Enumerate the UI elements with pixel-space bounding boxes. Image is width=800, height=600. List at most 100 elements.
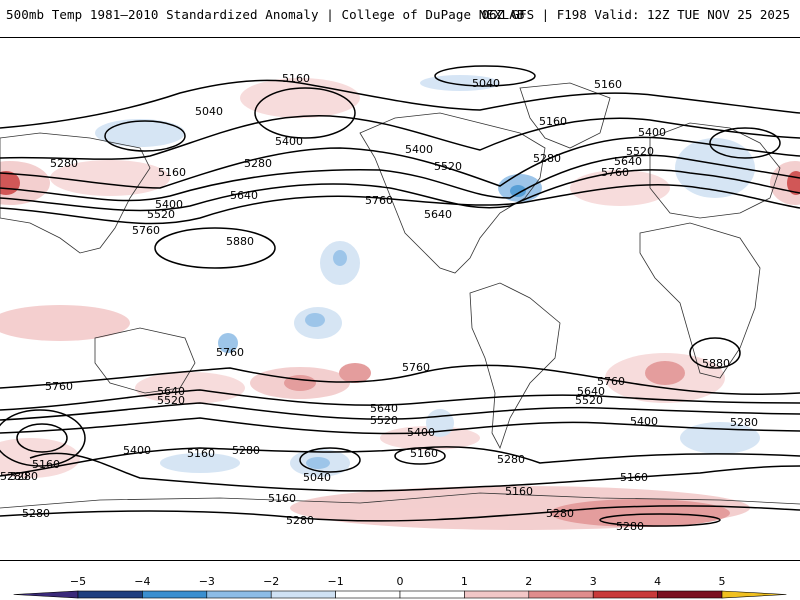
contour-label: 5640: [230, 189, 258, 202]
contour-label: 5880: [702, 357, 730, 370]
contour-label: 5640: [577, 385, 605, 398]
contour-5400-north: [0, 136, 800, 189]
antarctica-outline: [0, 492, 800, 509]
south-america-outline: [469, 282, 561, 450]
contour-label: 5160: [505, 485, 533, 498]
colorbar-tick-label: 3: [590, 575, 597, 588]
contour-label: 5520: [626, 145, 654, 158]
cold-anomaly-area: [510, 185, 526, 197]
warm-anomaly-area: [645, 361, 685, 385]
contour-label: 5280: [616, 520, 644, 533]
contour-label: 5520: [157, 394, 185, 407]
greenland-outline: [519, 82, 611, 149]
contour-label: 5160: [268, 492, 296, 505]
contour-label: 5280: [0, 470, 28, 483]
colorbar-svg: −5 −4 −3 −2 −1 0 1 2 3 4 5: [13, 575, 787, 599]
cold-anomaly-area: [306, 457, 330, 469]
contour-label: 5400: [630, 415, 658, 428]
contour-label: 5040: [195, 105, 223, 118]
colorbar-swatch: [270, 590, 336, 599]
colorbar-tick-label: 5: [719, 575, 726, 588]
colorbar-swatch: [528, 590, 594, 599]
north-america-outline: [359, 112, 546, 274]
contour-label: 5280: [533, 152, 561, 165]
contour-label: 5280: [546, 507, 574, 520]
contour-label: 5280: [497, 453, 525, 466]
contour-label: 5040: [472, 77, 500, 90]
contour-label: 5640: [614, 155, 642, 168]
contour-5280-far-south: [0, 505, 800, 522]
contour-label: 5160: [32, 458, 60, 471]
contour-5400-closed: [254, 87, 356, 139]
contour-5640-north: [0, 169, 800, 212]
contour-5280-north: [0, 115, 800, 160]
warm-anomaly-area: [0, 305, 130, 341]
contour-label: 5520: [147, 208, 175, 221]
colorbar-extend-high: [721, 590, 787, 599]
colorbar-tick-label: −3: [199, 575, 215, 588]
contour-label: 5160: [282, 72, 310, 85]
asia-outline: [0, 132, 151, 254]
world-map: 5160 5040 5160 5040 5400 5160 5280 5280 …: [0, 37, 800, 561]
contour-label: 5520: [434, 160, 462, 173]
contour-label: 5280: [232, 444, 260, 457]
contour-label: 5160: [158, 166, 186, 179]
contour-label: 5400: [405, 143, 433, 156]
contour-5760-north: [0, 183, 800, 225]
contour-label: 5040: [303, 471, 331, 484]
contour-labels: 5160 5040 5160 5040 5400 5160 5280 5280 …: [0, 72, 758, 533]
model-run-info: 06Z GFS | F198 Valid: 12Z TUE NOV 25 202…: [481, 7, 790, 22]
contour-label: 5760: [216, 346, 244, 359]
contour-label: 5400: [155, 198, 183, 211]
colorbar-swatch: [77, 590, 143, 599]
colorbar-tick-labels: −5 −4 −3 −2 −1 0 1 2 3 4 5: [70, 575, 726, 588]
contour-5880-closed: [154, 227, 276, 269]
colorbar-extend-low: [13, 590, 79, 599]
contour-5040-closed: [16, 423, 68, 453]
colorbar-swatch: [206, 590, 272, 599]
map-svg: 5160 5040 5160 5040 5400 5160 5280 5280 …: [0, 65, 800, 533]
africa-outline: [639, 222, 761, 379]
warm-anomaly-area: [135, 372, 245, 404]
contour-label: 5280: [10, 470, 38, 483]
contour-label: 5160: [620, 471, 648, 484]
colorbar-swatch: [399, 590, 465, 599]
contour-label: 5520: [370, 414, 398, 427]
contour-label: 5760: [601, 166, 629, 179]
colorbar-swatch: [592, 590, 658, 599]
contour-5160-south: [29, 452, 800, 492]
contour-label: 5760: [365, 194, 393, 207]
contour-label: 5760: [132, 224, 160, 237]
contour-label: 5760: [597, 375, 625, 388]
contour-label: 5280: [286, 514, 314, 527]
colorbar-tick-label: 4: [654, 575, 661, 588]
anomaly-shading: [0, 75, 800, 530]
colorbar-tick-label: −5: [70, 575, 86, 588]
cold-anomaly-area: [218, 333, 238, 353]
colorbar: −5 −4 −3 −2 −1 0 1 2 3 4 5: [0, 572, 800, 600]
header: 500mb Temp 1981–2010 Standardized Anomal…: [0, 0, 800, 36]
contour-label: 5640: [424, 208, 452, 221]
contour-label: 5760: [45, 380, 73, 393]
cold-anomaly-area: [95, 119, 185, 147]
cold-anomaly-area: [675, 138, 755, 198]
contour-label: 5520: [575, 394, 603, 407]
colorbar-swatch: [335, 590, 401, 599]
contour-5880-closed: [689, 337, 741, 369]
contour-label: 5280: [244, 157, 272, 170]
contour-label: 5640: [370, 402, 398, 415]
colorbar-swatches: [13, 590, 787, 599]
contour-label: 5400: [123, 444, 151, 457]
cold-anomaly-area: [420, 75, 500, 91]
colorbar-tick-label: 1: [461, 575, 468, 588]
colorbar-tick-label: 2: [525, 575, 532, 588]
contour-5160-closed: [394, 447, 446, 465]
contour-label: 5280: [50, 157, 78, 170]
colorbar-swatch: [464, 590, 530, 599]
contour-label: 5760: [402, 361, 430, 374]
cold-anomaly-area: [333, 250, 347, 266]
warm-anomaly-area: [0, 161, 50, 205]
contour-5520-south: [0, 402, 800, 421]
cold-anomaly-area: [305, 313, 325, 327]
contour-label: 5400: [275, 135, 303, 148]
